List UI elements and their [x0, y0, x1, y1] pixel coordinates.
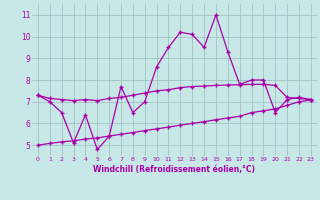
X-axis label: Windchill (Refroidissement éolien,°C): Windchill (Refroidissement éolien,°C): [93, 165, 255, 174]
